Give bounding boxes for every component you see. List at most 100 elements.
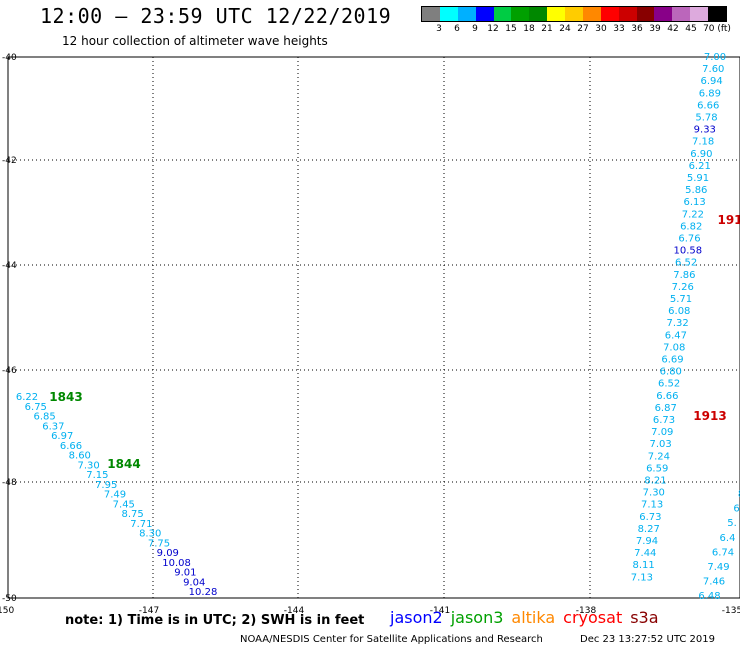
wave-height-label: 7.03 [649,439,671,450]
wave-height-label: 7.49 [104,490,126,501]
map-frame [7,56,740,599]
wave-height-label: 6.4 [720,533,736,544]
legend-label: 27 [577,24,589,34]
latitude-tick-label: -46 [2,366,17,376]
latitude-tick-label: -42 [2,156,17,166]
pass-time-label: 1843 [49,390,82,404]
wave-height-label: 8.60 [69,451,91,462]
legend-swatch [457,7,476,21]
wave-height-label: 6.97 [51,431,73,442]
wave-height-label: 7.46 [703,577,725,588]
wave-height-label: 5.71 [670,294,692,305]
wave-height-label: 7.94 [636,536,658,547]
wave-height-label: 7.44 [634,548,656,559]
wave-height-label: 7.30 [643,488,665,499]
footer-note: note: 1) Time is in UTC; 2) SWH is in fe… [65,613,365,628]
wave-height-label: 9.33 [694,125,716,136]
legend-label: 15 [505,24,517,34]
wave-height-label: 8.30 [139,529,161,540]
wave-height-label: 6.74 [712,547,734,558]
legend-label: 45 [685,24,697,34]
wave-height-label: 10.08 [162,558,191,569]
legend-label: 18 [523,24,535,34]
longitude-tick-label: -144 [284,606,305,616]
longitude-tick-label: -135 [722,606,740,616]
wave-height-label: 7.15 [86,470,108,481]
legend-swatch [708,7,726,21]
wave-height-label: 7.49 [707,562,729,573]
latitude-tick-label: -40 [2,53,17,63]
wave-height-label: 6.73 [653,415,675,426]
wave-height-label: 6.85 [33,412,55,423]
credit-line: NOAA/NESDIS Center for Satellite Applica… [240,634,543,645]
legend-label: 6 [454,24,460,34]
pass-time-label: 1913 [693,409,726,423]
wave-height-label: 6.80 [660,367,682,378]
wave-height-label: 6.22 [16,392,38,403]
legend-swatch [493,7,512,21]
wave-height-label: 7.18 [692,137,714,148]
wave-height-label: 7.13 [631,572,653,583]
generation-timestamp: Dec 23 13:27:52 UTC 2019 [580,634,715,645]
legend-swatch [654,7,673,21]
wave-height-label: 6.48 [698,591,720,602]
legend-swatch [618,7,637,21]
wave-height-label: 5.86 [685,185,707,196]
wave-height-label: 6.73 [639,512,661,523]
legend-swatch [565,7,583,21]
wave-height-label: 7.32 [666,318,688,329]
wave-height-label: 5.91 [687,173,709,184]
wave-height-label: 6.66 [60,441,82,452]
legend-label: 36 [631,24,643,34]
legend-label: 12 [487,24,499,34]
wave-height-label: 6.21 [689,161,711,172]
wave-height-label: 5.78 [695,113,717,124]
wave-height-label: 6.47 [665,330,687,341]
wave-height-label: 7.26 [672,282,694,293]
satellite-cryosat: cryosat [563,608,623,627]
wave-height-label: 6.08 [668,306,690,317]
wave-height-label: 6.69 [661,355,683,366]
wave-height-label: 7.45 [113,499,135,510]
legend-swatches [421,6,727,22]
longitude-tick-label: -141 [430,606,450,616]
legend-label: 42 [667,24,679,34]
legend-label: 30 [595,24,607,34]
wave-height-label: 7.95 [95,480,117,491]
wave-height-label: 6.52 [658,379,680,390]
legend-swatch [636,7,655,21]
legend-label: 3 [436,24,442,34]
legend-swatch [547,7,565,21]
wave-height-label: 6.94 [700,76,722,87]
wave-height-label: 8.27 [638,524,660,535]
wave-height-label: 6.37 [42,421,64,432]
satellite-key: jason2 jason3 altika cryosat s3a [390,608,667,627]
wave-height-label: 7.00 [704,52,726,63]
legend-label: 39 [649,24,661,34]
latitude-tick-label: -48 [2,478,17,488]
pass-time-label: 1844 [107,457,140,471]
wave-height-label: 6.52 [675,258,697,269]
longitude-tick-label: -150 [0,606,14,616]
wave-height-label: 7.60 [702,64,724,75]
wave-height-label: 6.90 [690,149,712,160]
longitude-tick-label: -147 [139,606,159,616]
wave-height-color-legend: 3 6 9 12 15 18 21 24 27 30 33 36 39 42 45 70 (ft) [421,6,731,34]
wave-height-label: 9.04 [183,577,205,588]
wave-height-label: 6.82 [680,221,702,232]
wave-height-label: 6.75 [25,402,47,413]
satellite-jason2: jason2 [390,608,443,627]
wave-height-label: 6.66 [697,100,719,111]
legend-swatch [439,7,458,21]
wave-height-label: 7.86 [673,270,695,281]
wave-height-label: 9.01 [174,568,196,579]
wave-height-label: 5. [727,518,737,529]
latitude-tick-label: -50 [2,594,17,604]
legend-swatch [529,7,548,21]
wave-height-label: 7.13 [641,500,663,511]
longitude-tick-label: -138 [576,606,597,616]
wave-height-label: 8.21 [644,476,666,487]
wave-height-label: 8.75 [121,509,143,520]
wave-height-label: 9.09 [157,548,179,559]
